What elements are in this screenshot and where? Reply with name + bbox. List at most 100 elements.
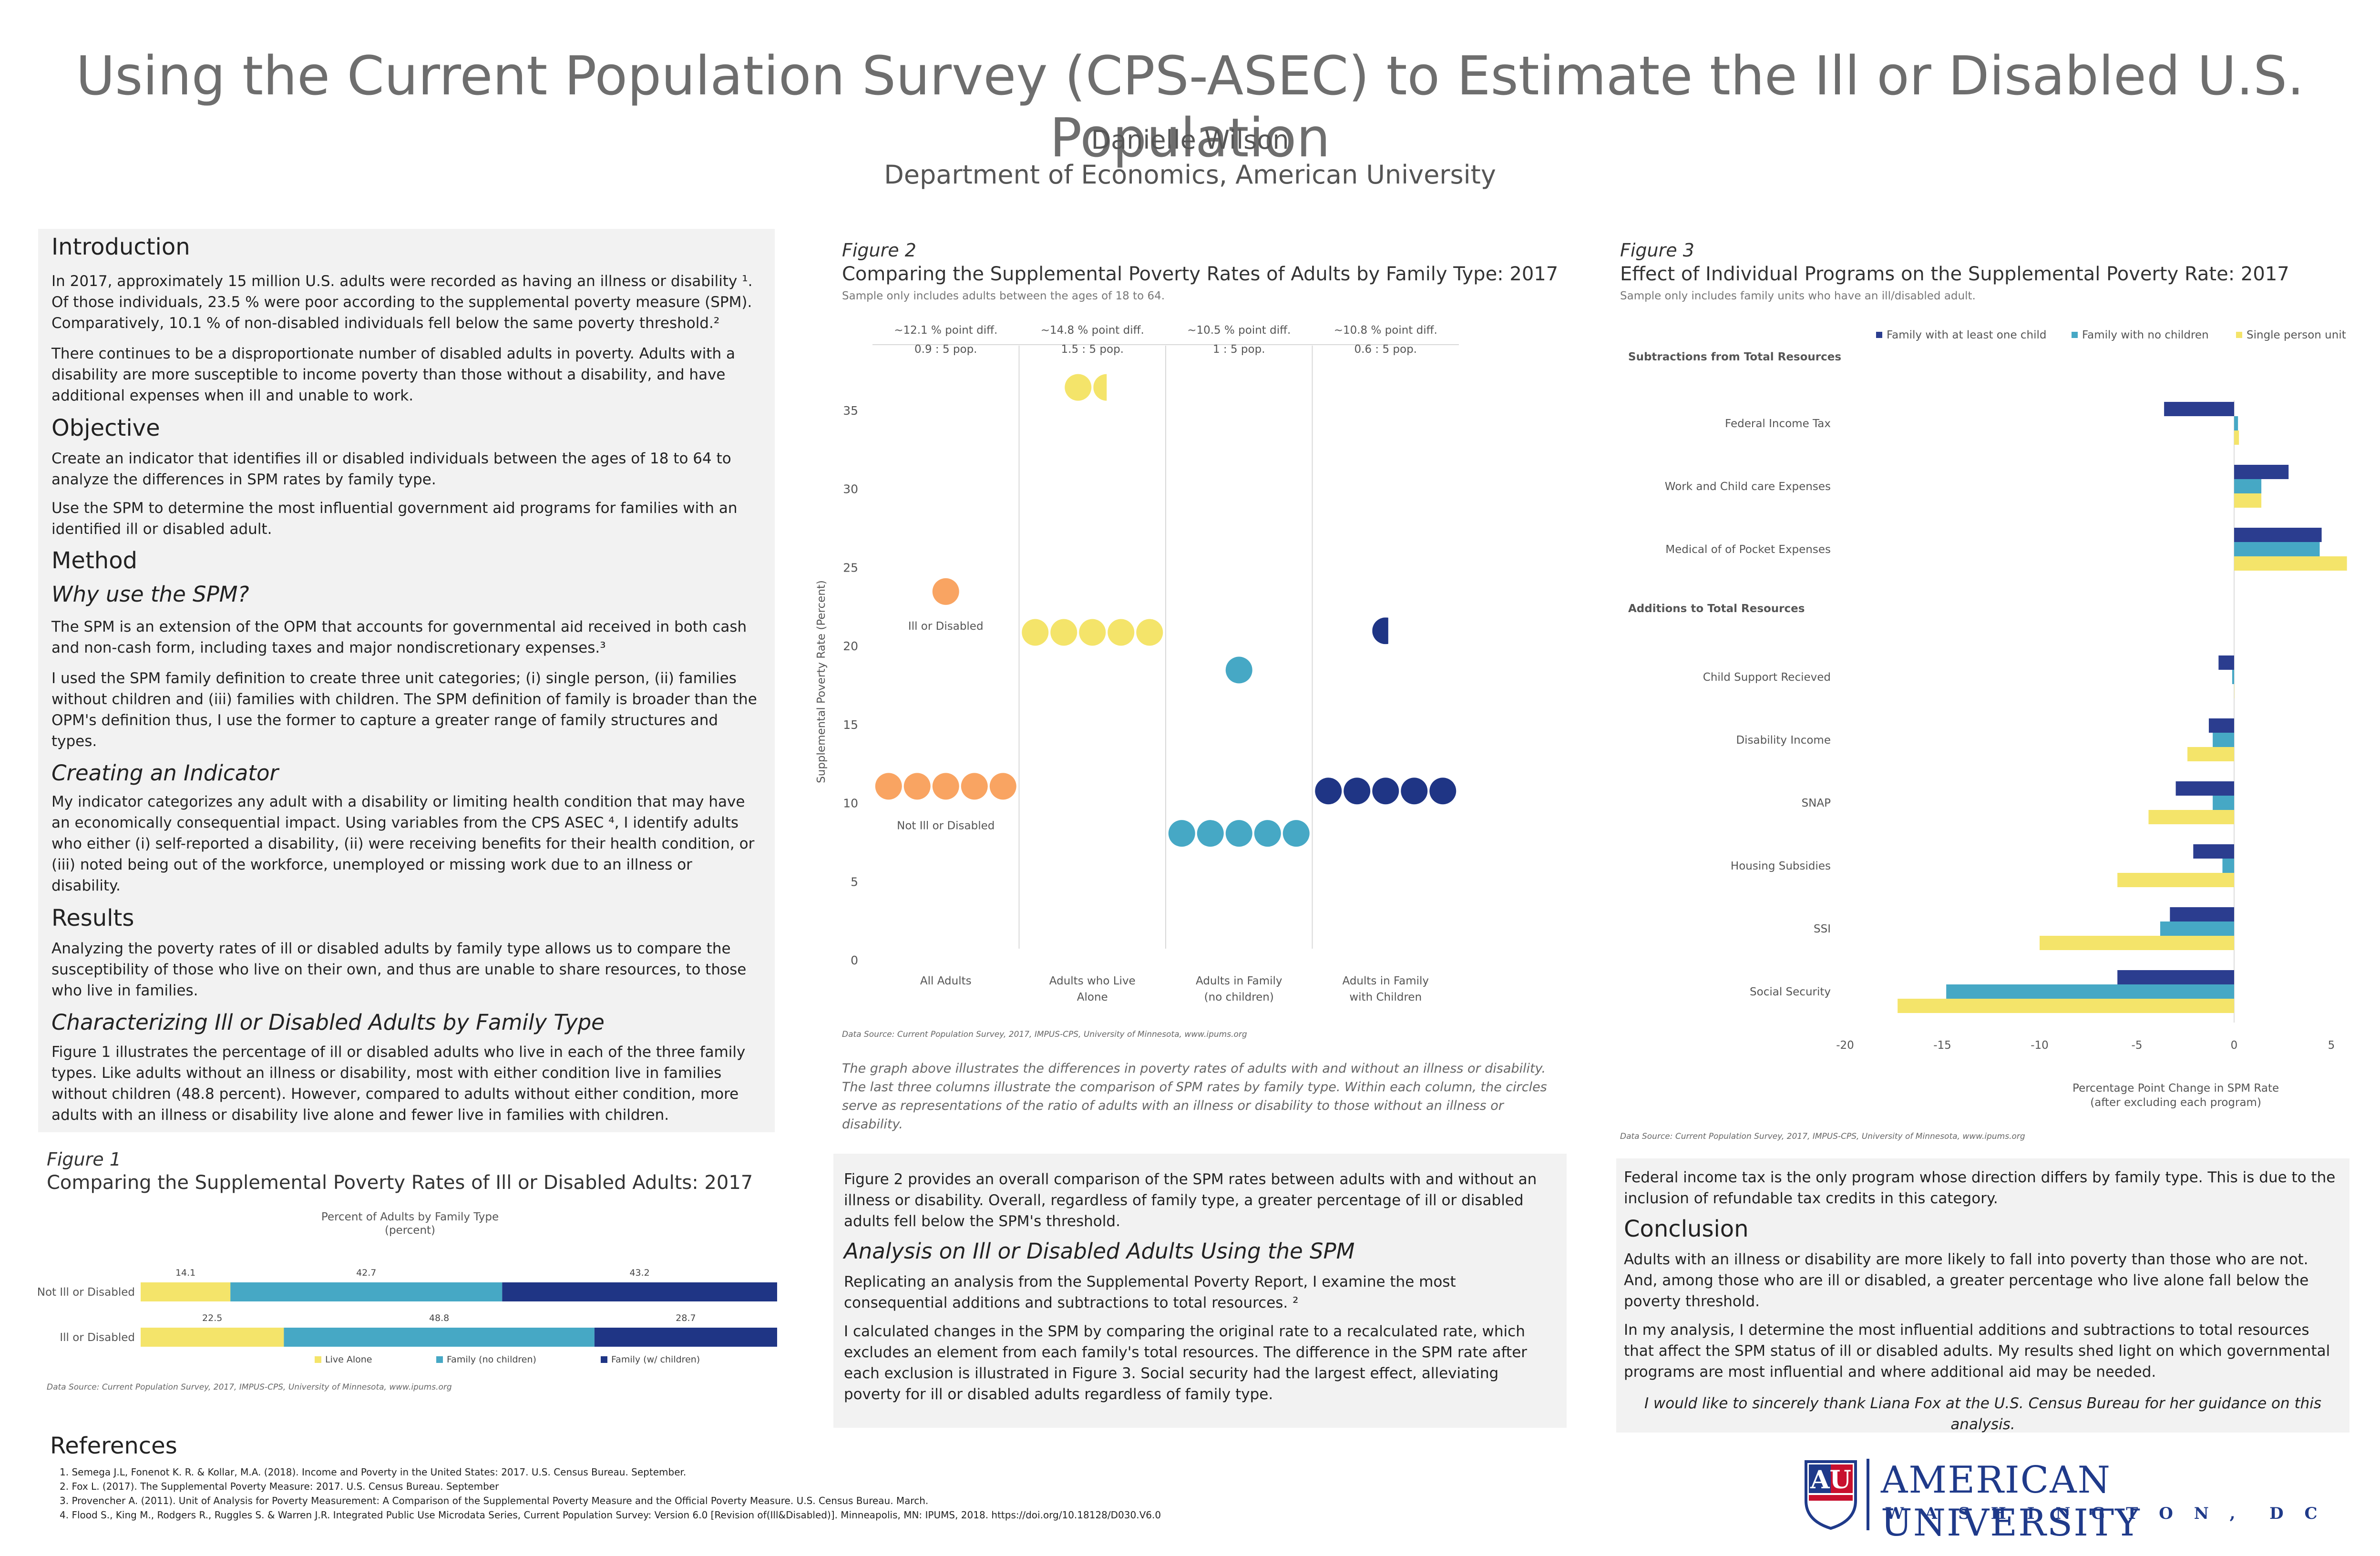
fig2-circle-mark (904, 773, 931, 799)
reference-item: 1. Semega J.L, Fonenot K. R. & Kollar, M… (60, 1465, 1576, 1479)
fig2-ytick-label: 35 (843, 404, 858, 418)
fig3-legend-swatch (2072, 332, 2078, 338)
fig2-column-label: Adults who Live (1049, 975, 1136, 987)
au-shield-icon: AU (1802, 1459, 1859, 1530)
fig2-circle-mark (1254, 820, 1281, 847)
fig3-xtick-label: -10 (2031, 1039, 2049, 1052)
fig3-bar (2234, 684, 2235, 698)
fig3-category-label: SNAP (1802, 797, 1831, 809)
fig2-circle-mark (1022, 619, 1048, 645)
fig3-bar (2187, 747, 2234, 761)
intro-paragraph-1: In 2017, approximately 15 million U.S. a… (51, 271, 761, 334)
fig2-column-label: Adults in Family (1196, 975, 1282, 987)
fig1-legend-label: Family (w/ children) (611, 1354, 700, 1365)
acknowledgement: I would like to sincerely thank Liana Fo… (1624, 1393, 2342, 1435)
fig2-circle-mark (990, 773, 1016, 799)
fig2-column-label: Adults in Family (1343, 975, 1429, 987)
fig3-bar (2117, 873, 2234, 887)
fig1-legend-swatch (436, 1356, 443, 1363)
fig3-category-label: Housing Subsidies (1731, 860, 1831, 872)
middle-paragraph-1: Figure 2 provides an overall comparison … (844, 1169, 1556, 1232)
fig3-bar (2170, 907, 2234, 921)
fig1-category-label: Not Ill or Disabled (38, 1286, 135, 1299)
indicator-paragraph: My indicator categorizes any adult with … (51, 791, 761, 896)
fig1-legend-swatch (601, 1356, 607, 1363)
fig2-ratio-label: 0.9 : 5 pop. (914, 343, 977, 356)
results-heading: Results (51, 905, 761, 932)
fig2-ytick-label: 10 (843, 797, 858, 810)
fig1-bar-segment (284, 1328, 594, 1347)
fig1-bar-segment (502, 1282, 777, 1301)
references-heading: References (50, 1433, 1576, 1459)
fig3-bar (1898, 999, 2234, 1013)
fig3-bar (2160, 921, 2234, 936)
intro-heading: Introduction (51, 234, 761, 260)
fig2-circle-mark (1226, 657, 1252, 684)
fig3-bar (2234, 528, 2322, 542)
references-list: 1. Semega J.L, Fonenot K. R. & Kollar, M… (50, 1465, 1576, 1522)
fig3-bar (2232, 670, 2234, 684)
fig2-column-label: (no children) (1204, 991, 1274, 1003)
objective-paragraph-1: Create an indicator that identifies ill … (51, 448, 761, 490)
fig3-bar (2234, 542, 2320, 556)
results-paragraph: Analyzing the poverty rates of ill or di… (51, 938, 761, 1001)
figure3-title: Effect of Individual Programs on the Sup… (1620, 263, 2289, 285)
fig2-circle-mark (1065, 374, 1091, 401)
fig2-circle-mark (1344, 778, 1370, 804)
figure1-source: Data Source: Current Population Survey, … (47, 1382, 452, 1392)
why-spm-heading: Why use the SPM? (51, 582, 761, 607)
indicator-heading: Creating an Indicator (51, 760, 761, 786)
fig1-legend-label: Family (no children) (447, 1354, 536, 1365)
fig3-bar (2218, 655, 2234, 670)
fig2-partial-circle-mark (1093, 374, 1120, 401)
fig3-section-heading: Additions to Total Resources (1628, 603, 1805, 615)
fig3-category-label: Child Support Recieved (1703, 671, 1831, 684)
fig3-category-label: Medical of of Pocket Expenses (1665, 543, 1831, 556)
objective-paragraph-2: Use the SPM to determine the most influe… (51, 498, 761, 540)
fig1-chart-title-line2: (percent) (385, 1224, 435, 1237)
fig2-partial-circle-mark (1372, 617, 1399, 644)
fig3-bar (2213, 733, 2234, 747)
fig2-ytick-label: 5 (851, 875, 858, 889)
middle-panel: Figure 2 provides an overall comparison … (833, 1154, 1567, 1428)
fig3-bar (2234, 465, 2288, 479)
fig3-xtick-label: -20 (1836, 1039, 1854, 1052)
middle-paragraph-2: Replicating an analysis from the Supplem… (844, 1271, 1556, 1313)
fig3-bar (2213, 796, 2234, 810)
intro-paragraph-2: There continues to be a disproportionate… (51, 343, 761, 406)
fig3-bar (2234, 493, 2261, 508)
fig1-data-label: 43.2 (629, 1268, 649, 1278)
fig2-column-label: Alone (1077, 991, 1108, 1003)
fig1-legend-label: Live Alone (325, 1354, 372, 1365)
figure2-subtitle: Sample only includes adults between the … (842, 290, 1165, 302)
fig3-xtick-label: 5 (2328, 1039, 2335, 1052)
figure3-label: Figure 3 (1620, 240, 1694, 261)
fig2-circle-mark (1283, 820, 1310, 847)
why-paragraph-2: I used the SPM family definition to crea… (51, 668, 761, 752)
right-panel: Federal income tax is the only program w… (1616, 1158, 2349, 1433)
fig2-column-label: with Children (1349, 991, 1422, 1003)
fig2-circle-mark (1401, 778, 1427, 804)
fig3-bar (2148, 810, 2234, 824)
figure3-source: Data Source: Current Population Survey, … (1620, 1132, 2025, 1141)
right-paragraph-1: Federal income tax is the only program w… (1624, 1167, 2342, 1209)
logo-mark-text: AU (1810, 1465, 1851, 1495)
fig2-ratio-label: 0.6 : 5 pop. (1354, 343, 1417, 356)
logo-university-name: AMERICAN UNIVERSITY (1881, 1459, 2355, 1545)
fig1-bar-segment (595, 1328, 777, 1347)
fig3-bar (2193, 844, 2234, 859)
fig3-legend-swatch (1876, 332, 1882, 338)
characterizing-paragraph: Figure 1 illustrates the percentage of i… (51, 1042, 761, 1126)
figure3-subtitle: Sample only includes family units who ha… (1620, 290, 1976, 302)
method-heading: Method (51, 547, 761, 574)
conclusion-paragraph-2: In my analysis, I determine the most inf… (1624, 1320, 2342, 1382)
fig1-category-label: Ill or Disabled (60, 1331, 135, 1344)
fig1-bar-segment (141, 1328, 284, 1347)
fig3-category-label: Social Security (1750, 986, 1831, 998)
fig1-data-label: 14.1 (175, 1268, 195, 1278)
fig3-bar (2164, 402, 2234, 416)
fig2-ratio-label: 1 : 5 pop. (1213, 343, 1265, 356)
fig2-circle-mark (1136, 619, 1163, 645)
fig3-bar (1946, 984, 2234, 999)
fig3-bar (2040, 936, 2234, 950)
